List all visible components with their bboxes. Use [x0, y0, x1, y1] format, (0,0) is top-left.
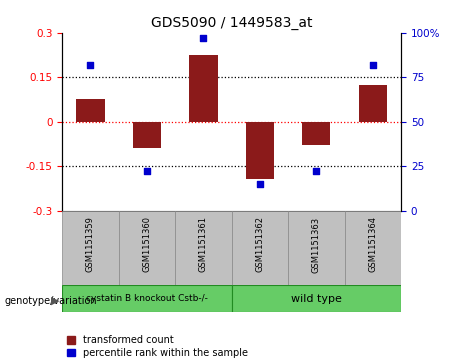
- Bar: [231, 285, 401, 311]
- Bar: [118, 211, 175, 285]
- Text: ▶: ▶: [51, 295, 59, 306]
- Point: [256, 181, 264, 187]
- Text: GSM1151363: GSM1151363: [312, 216, 321, 273]
- Bar: [175, 211, 231, 285]
- Text: GSM1151362: GSM1151362: [255, 216, 265, 273]
- Point: [87, 62, 94, 68]
- Text: GSM1151360: GSM1151360: [142, 216, 152, 273]
- Bar: [231, 211, 288, 285]
- Text: wild type: wild type: [291, 294, 342, 303]
- Bar: [246, 122, 274, 179]
- Point: [143, 168, 151, 174]
- Text: genotype/variation: genotype/variation: [5, 295, 97, 306]
- Point: [200, 35, 207, 41]
- Text: GSM1151361: GSM1151361: [199, 216, 208, 273]
- Bar: [133, 122, 161, 148]
- Legend: transformed count, percentile rank within the sample: transformed count, percentile rank withi…: [67, 335, 248, 358]
- Title: GDS5090 / 1449583_at: GDS5090 / 1449583_at: [151, 16, 313, 30]
- Text: GSM1151359: GSM1151359: [86, 216, 95, 272]
- Bar: [62, 285, 231, 311]
- Bar: [189, 55, 218, 122]
- Text: GSM1151364: GSM1151364: [368, 216, 378, 273]
- Bar: [62, 211, 118, 285]
- Point: [369, 62, 377, 68]
- Bar: [288, 211, 344, 285]
- Bar: [77, 99, 105, 122]
- Bar: [302, 122, 331, 145]
- Bar: [344, 211, 401, 285]
- Point: [313, 168, 320, 174]
- Bar: [359, 85, 387, 122]
- Text: cystatin B knockout Cstb-/-: cystatin B knockout Cstb-/-: [86, 294, 208, 303]
